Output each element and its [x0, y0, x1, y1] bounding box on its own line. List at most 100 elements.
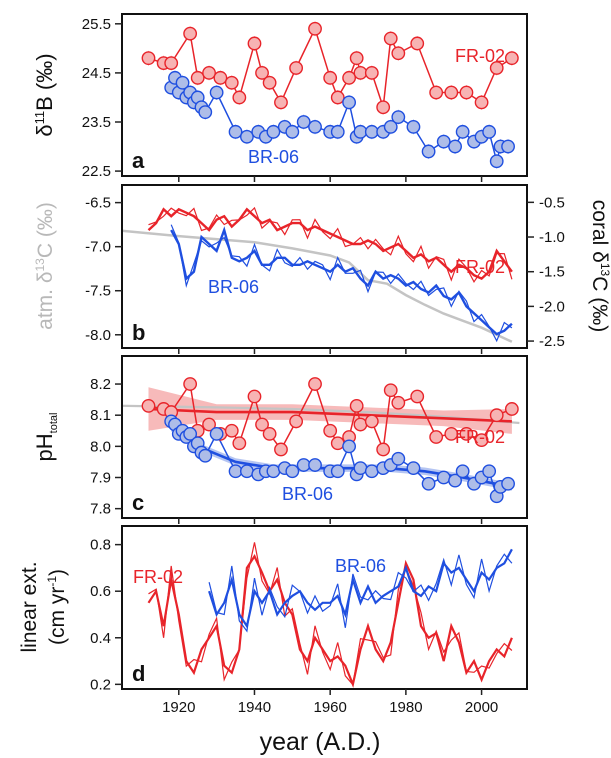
data-point-fr-02 [202, 66, 216, 80]
data-point-fr-02 [224, 423, 239, 438]
x-tick-label: 1920 [162, 699, 195, 716]
data-point-br-06 [308, 458, 322, 472]
data-point-fr-02 [330, 90, 345, 105]
data-point-fr-02 [262, 426, 277, 441]
b-ytick-right-label: -2.5 [539, 333, 565, 350]
b-ytick-label: -7.5 [85, 283, 111, 300]
data-point-br-06 [285, 124, 300, 139]
raw-line-fr-02 [148, 542, 513, 687]
data-point-br-06 [364, 464, 379, 479]
data-point-fr-02 [247, 36, 262, 51]
b-ytick-label: -6.5 [85, 195, 111, 212]
data-point-fr-02 [342, 70, 357, 85]
data-point-fr-02 [376, 442, 391, 457]
data-point-fr-02 [289, 61, 304, 75]
data-point-br-06 [489, 154, 504, 169]
b-ytick-right-label: -1.5 [539, 264, 565, 281]
data-point-br-06 [330, 464, 345, 479]
panel-letter-d: d [132, 661, 145, 686]
data-point-br-06 [228, 124, 243, 139]
data-point-fr-02 [323, 70, 338, 85]
data-point-fr-02 [353, 417, 368, 432]
data-point-br-06 [308, 120, 322, 134]
b-ytick-right-label: -2.0 [539, 298, 565, 315]
data-point-fr-02 [190, 70, 205, 85]
data-point-fr-02 [391, 395, 406, 410]
data-point-br-06 [342, 95, 357, 110]
data-point-br-06 [364, 124, 379, 139]
data-point-fr-02 [364, 414, 379, 429]
data-point-fr-02 [383, 383, 398, 398]
frames-layer [115, 13, 534, 695]
data-point-fr-02 [459, 85, 474, 100]
data-point-br-06 [342, 439, 357, 454]
data-point-fr-02 [444, 426, 459, 441]
raw-line-fr-02 [148, 206, 513, 283]
data-point-fr-02 [391, 46, 406, 61]
data-point-fr-02 [232, 90, 247, 105]
a-label-br06: BR-06 [248, 147, 299, 167]
panel-letter-a: a [132, 148, 145, 173]
data-point-br-06 [296, 458, 311, 472]
data-point-br-06 [383, 120, 398, 134]
c-ytick-label: 7.9 [90, 470, 111, 487]
d-label-fr02: FR-02 [133, 567, 183, 587]
c-ytick-label: 8.0 [90, 438, 111, 455]
data-point-fr-02 [308, 377, 322, 391]
text-layer: 1920 1940 1960 1980 2000 22.5 23.5 24.5 25.5 a δ11… [18, 16, 611, 716]
fr02-trend-line [148, 407, 512, 423]
data-point-br-06 [421, 476, 436, 491]
data-point-fr-02 [183, 377, 198, 391]
a-ytick-label: 22.5 [82, 163, 111, 180]
data-point-br-06 [240, 464, 254, 479]
data-point-fr-02 [489, 61, 504, 75]
data-point-br-06 [353, 461, 368, 476]
d-ylabel-line1: linear ext. [18, 561, 41, 652]
smooth-line-fr-02 [147, 207, 513, 281]
data-point-fr-02 [410, 389, 425, 404]
a-ytick-label: 23.5 [82, 114, 111, 131]
data-point-fr-02 [489, 408, 504, 423]
data-point-fr-02 [459, 426, 474, 441]
data-point-fr-02 [141, 51, 156, 66]
c-ytick-label: 7.8 [90, 501, 111, 518]
d-ytick-label: 0.8 [90, 537, 111, 554]
data-point-fr-02 [232, 436, 247, 451]
data-point-br-06 [353, 124, 368, 139]
data-point-br-06 [421, 144, 436, 159]
data-point-fr-02 [330, 436, 345, 451]
data-point-fr-02 [504, 402, 519, 416]
data-point-fr-02 [255, 417, 269, 432]
atm-d13c-line [121, 229, 513, 343]
data-point-br-06 [285, 464, 300, 479]
data-point-fr-02 [429, 85, 444, 100]
data-point-br-06 [391, 110, 406, 124]
data-point-fr-02 [383, 31, 398, 46]
x-tick-label: 2000 [465, 699, 498, 716]
c-label-fr02: FR-02 [455, 427, 505, 447]
x-tick-label: 1980 [389, 699, 422, 716]
c-ytick-label: 8.1 [90, 407, 111, 424]
data-point-fr-02 [274, 442, 288, 457]
smooth-line-fr-02 [147, 554, 513, 688]
data-point-fr-02 [224, 75, 239, 90]
data-point-fr-02 [474, 433, 489, 448]
data-point-br-06 [198, 448, 213, 463]
data-point-fr-02 [364, 66, 379, 80]
d-ylabel-line2: (cm yr-1) [45, 569, 69, 645]
data-point-fr-02 [349, 398, 364, 413]
data-point-br-06 [183, 426, 198, 441]
panel-letter-c: c [132, 490, 144, 515]
data-point-br-06 [330, 124, 345, 139]
data-point-br-06 [482, 124, 497, 139]
data-point-br-06 [455, 464, 470, 479]
data-point-br-06 [266, 464, 281, 479]
data-point-br-06 [296, 115, 311, 129]
data-point-br-06 [448, 473, 462, 488]
data-point-fr-02 [474, 95, 489, 110]
c-ylabel: pHtotal [32, 413, 60, 462]
data-point-fr-02 [504, 51, 519, 66]
d-ytick-label: 0.4 [90, 630, 111, 647]
data-point-br-06 [198, 105, 213, 120]
